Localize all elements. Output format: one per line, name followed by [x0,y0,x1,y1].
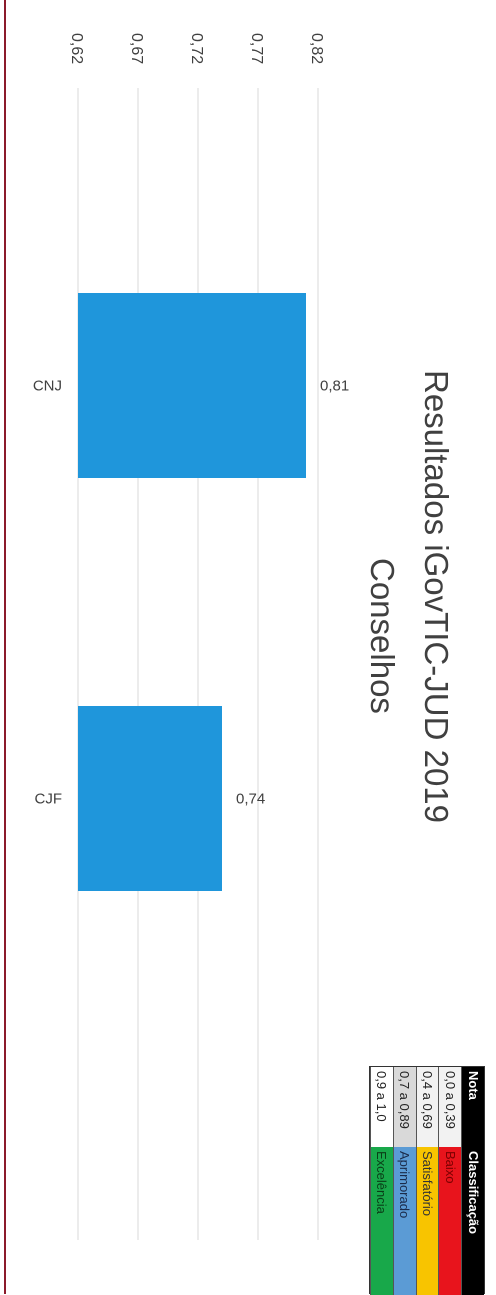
tick-label: 0,62 [68,33,85,64]
tick-label: 0,82 [308,33,325,64]
classification-legend: Nota Classificação 0,0 a 0,39 Baixo 0,4 … [369,1066,485,1295]
left-border-line [4,0,6,1294]
legend-class-aprimorado: Aprimorado [392,1147,416,1295]
data-label: 0,74 [236,791,265,808]
tick-label: 0,67 [128,33,145,64]
legend-table: Nota Classificação 0,0 a 0,39 Baixo 0,4 … [369,1066,485,1295]
value-axis-ticks: 0,62 0,67 0,72 0,77 0,82 [68,33,325,64]
chart-title-line-1: Resultados iGovTIC-JUD 2019 [418,370,455,823]
legend-header-classificacao: Classificação [461,1147,484,1295]
category-label: CNJ [33,378,62,395]
bar-cnj [78,293,306,478]
chart-title: Resultados iGovTIC-JUD 2019 Conselhos [364,370,455,823]
bars [78,293,306,891]
data-labels: 0,81 0,74 [236,378,349,808]
category-label: CJF [35,791,63,808]
legend-header-nota: Nota [461,1067,484,1147]
legend-nota-aprimorado: 0,7 a 0,89 [392,1067,416,1147]
legend-nota-baixo: 0,0 a 0,39 [438,1067,462,1147]
legend-nota-satisfatorio: 0,4 a 0,69 [415,1067,439,1147]
data-label: 0,81 [320,378,349,395]
chart-title-line-2: Conselhos [364,558,401,714]
gridlines [77,88,319,1240]
legend-class-satisfatorio: Satisfatório [415,1147,439,1295]
tick-label: 0,72 [188,33,205,64]
bar-cjf [78,706,222,891]
legend-class-excelencia: Excelência [370,1147,393,1295]
legend-nota-excelencia: 0,9 a 1,0 [370,1067,393,1147]
category-labels: CNJ CJF [33,378,62,808]
legend-class-baixo: Baixo [438,1147,462,1295]
tick-label: 0,77 [248,33,265,64]
